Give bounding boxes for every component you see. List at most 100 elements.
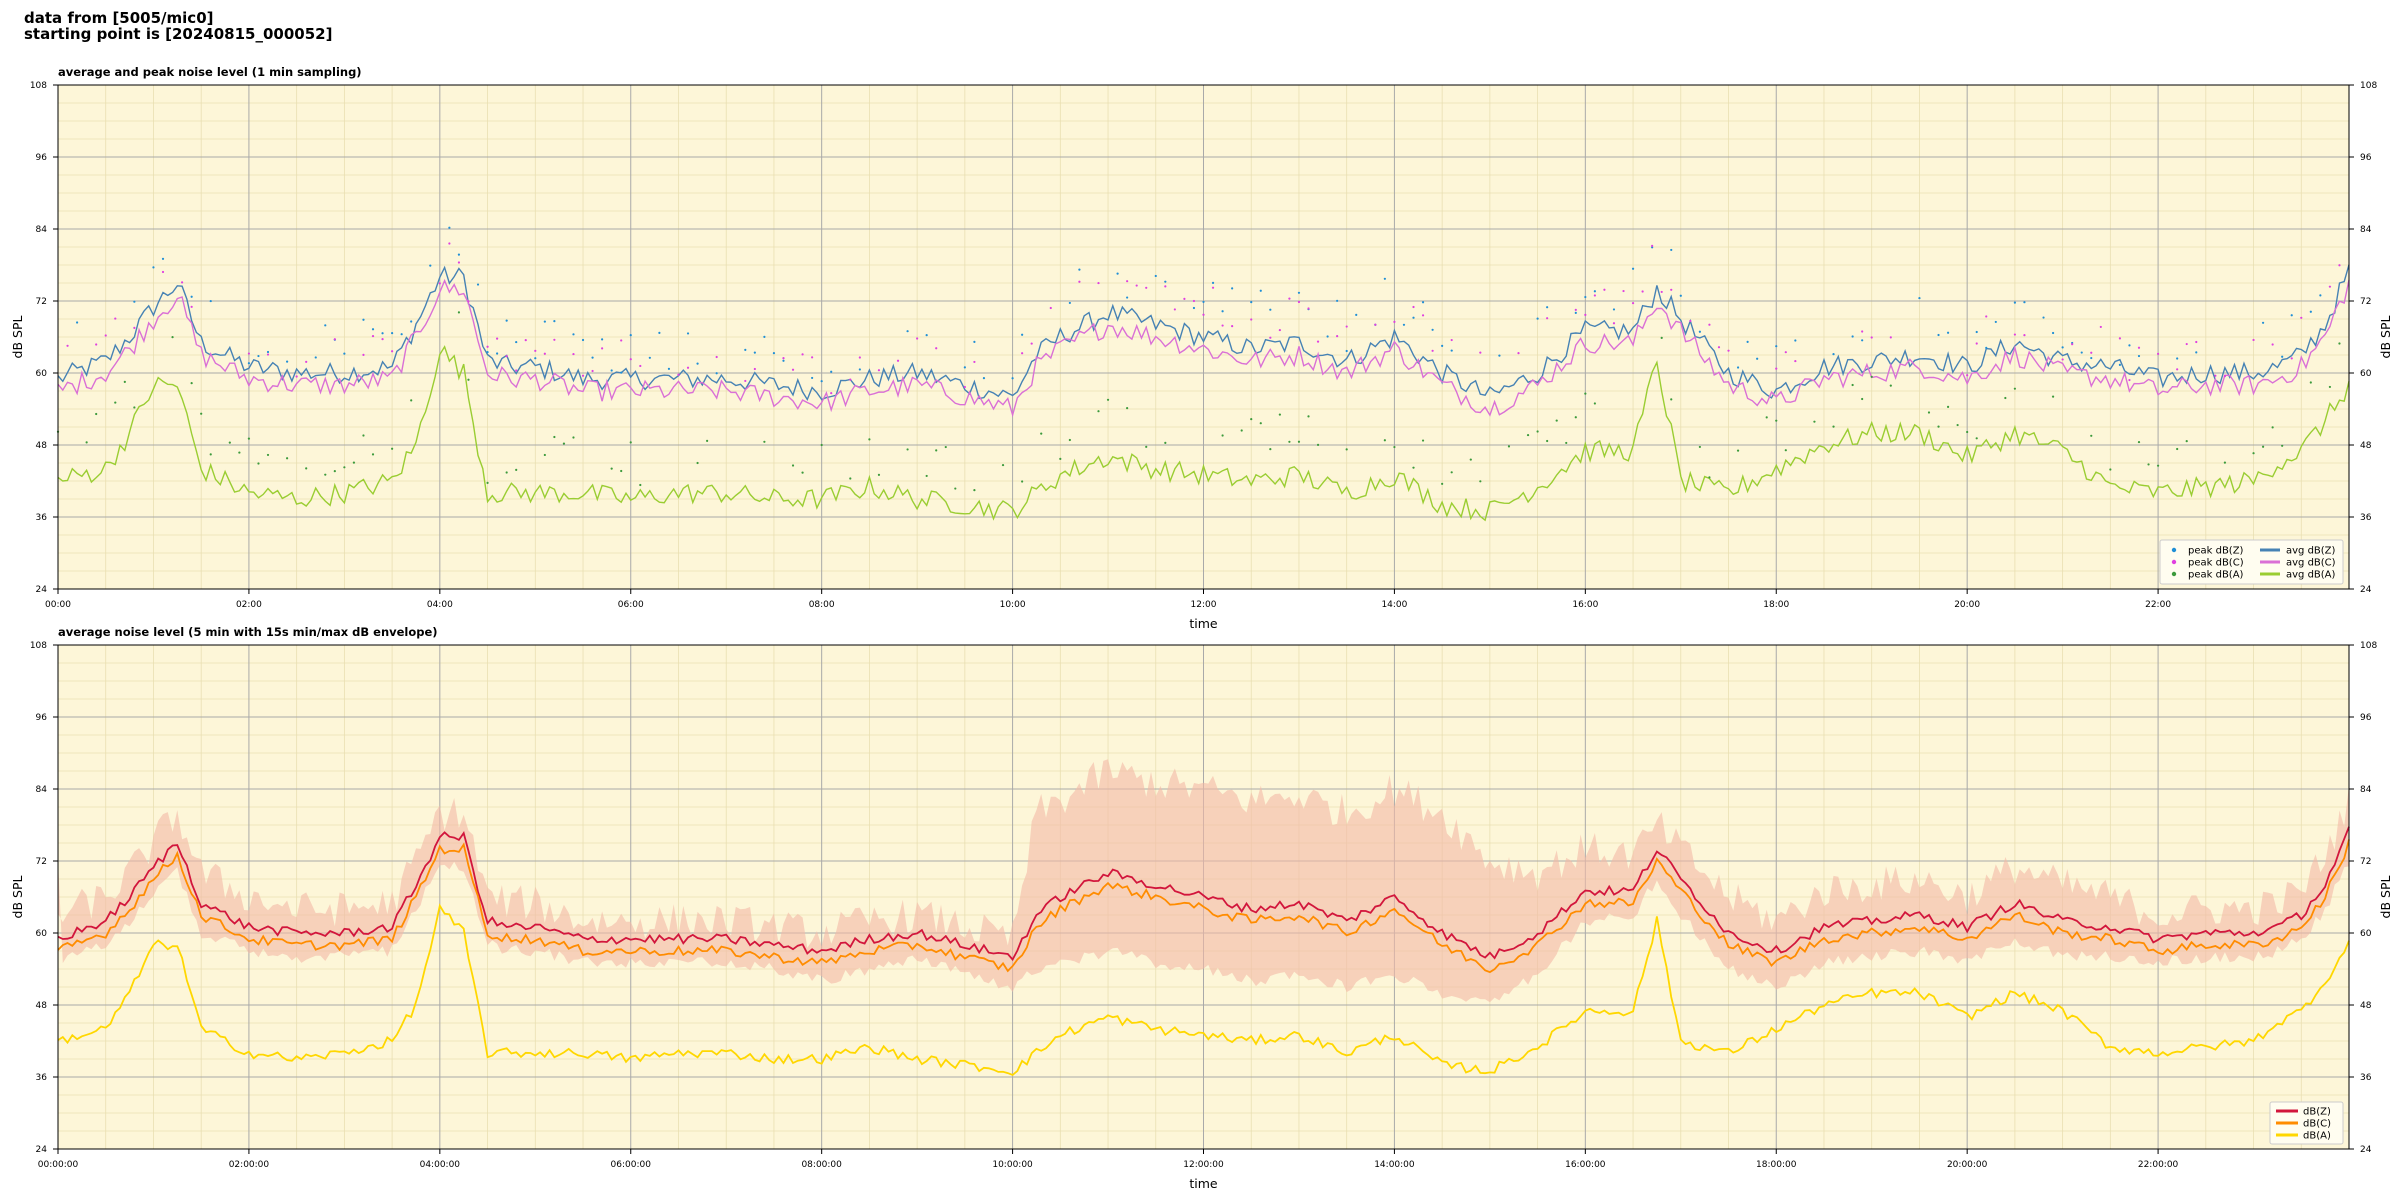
peak-point: [1631, 267, 1635, 270]
plot-panel-2: 24 24 36 36 48 48 60 60 72 72 84 84 96 96 108 108 00:00:…: [10, 625, 2393, 1191]
peak-point: [371, 453, 375, 456]
peak-point: [1336, 299, 1339, 302]
peak-point: [496, 352, 499, 355]
legend-label: peak dB(C): [2188, 558, 2244, 569]
peak-point: [1097, 410, 1100, 413]
peak-point: [1784, 449, 1787, 452]
peak-point: [66, 344, 69, 347]
peak-point: [601, 338, 604, 341]
ytick-label-right: 96: [2360, 713, 2372, 723]
peak-point: [1278, 413, 1281, 416]
legend-marker: [2171, 547, 2177, 553]
peak-point: [1183, 297, 1186, 300]
peak-point: [1574, 308, 1577, 311]
peak-point: [1574, 416, 1577, 419]
peak-point: [744, 379, 747, 383]
peak-point: [1612, 322, 1616, 325]
peak-point: [744, 348, 747, 351]
peak-point: [677, 373, 680, 376]
peak-point: [868, 438, 871, 441]
peak-point: [2271, 426, 2274, 429]
ytick-label-right: 24: [2360, 1145, 2372, 1155]
series-line-avg-db-c-: [57, 278, 2350, 418]
peak-point: [238, 451, 241, 454]
peak-point: [1966, 374, 1969, 377]
peak-point: [620, 371, 623, 374]
xtick-label: 20:00:00: [1947, 1160, 1988, 1170]
peak-point: [410, 320, 413, 323]
peak-point: [1889, 384, 1892, 387]
peak-point: [543, 453, 546, 457]
peak-point: [2328, 285, 2332, 288]
peak-point: [1775, 345, 1778, 348]
peak-point: [877, 369, 881, 372]
peak-point: [610, 369, 613, 372]
ytick-label-right: 48: [2360, 441, 2372, 451]
ytick-label-right: 36: [2360, 513, 2372, 523]
peak-point: [2013, 333, 2016, 336]
legend-label: peak dB(A): [2188, 570, 2244, 581]
peak-point: [486, 350, 489, 354]
peak-point: [1421, 301, 1425, 304]
peak-point: [333, 470, 336, 473]
peak-point: [1861, 330, 1864, 333]
xtick-label: 00:00:00: [38, 1160, 79, 1170]
peak-point: [343, 466, 346, 469]
ytick-label: 36: [36, 513, 48, 523]
peak-point: [266, 353, 270, 356]
peak-point: [1145, 286, 1148, 289]
peak-point: [543, 320, 546, 323]
peak-point: [1431, 349, 1434, 352]
peak-point: [1068, 301, 1071, 305]
peak-point: [305, 360, 308, 363]
y-axis-label-right: dB SPL: [2378, 876, 2393, 919]
peak-point: [1870, 336, 1873, 339]
peak-point: [1250, 301, 1253, 304]
peak-point: [916, 337, 919, 340]
peak-point: [1651, 244, 1654, 248]
ytick-label: 96: [36, 153, 48, 163]
peak-point: [1173, 308, 1176, 311]
peak-point: [1994, 320, 1997, 324]
peak-point: [1059, 457, 1062, 460]
peak-point: [1297, 300, 1301, 304]
peak-point: [457, 311, 461, 314]
y-axis-label: dB SPL: [10, 316, 25, 359]
peak-point: [1355, 313, 1358, 316]
ytick-label: 72: [36, 297, 47, 307]
peak-point: [1288, 297, 1291, 300]
peak-point: [2319, 294, 2322, 297]
peak-point: [1441, 344, 1444, 347]
peak-point: [314, 356, 317, 359]
peak-point: [791, 368, 795, 371]
peak-point: [1679, 294, 1682, 297]
peak-point: [228, 441, 231, 444]
peak-point: [104, 334, 107, 337]
peak-point: [1221, 434, 1224, 437]
peak-point: [982, 377, 986, 380]
peak-point: [2042, 316, 2045, 319]
peak-point: [180, 281, 184, 284]
peak-point: [1546, 439, 1549, 443]
peak-point: [1021, 480, 1024, 483]
peak-point: [658, 331, 661, 334]
peak-point: [1116, 272, 1119, 275]
peak-point: [782, 357, 785, 360]
peak-point: [2300, 316, 2303, 319]
peak-point: [324, 324, 327, 327]
peak-point: [476, 283, 480, 286]
peak-point: [2156, 464, 2160, 467]
figure-header: data from [5005/mic0] starting point is …: [24, 10, 332, 42]
peak-point: [667, 367, 671, 370]
peak-point: [1316, 443, 1320, 446]
peak-point: [2252, 452, 2255, 455]
peak-point: [1154, 274, 1157, 278]
peak-point: [1250, 418, 1253, 421]
peak-point: [572, 333, 575, 336]
peak-point: [591, 369, 594, 373]
peak-point: [1288, 440, 1291, 443]
peak-point: [1536, 430, 1539, 433]
peak-point: [1297, 440, 1301, 443]
peak-point: [457, 261, 461, 264]
y-axis-label-right: dB SPL: [2378, 316, 2393, 359]
